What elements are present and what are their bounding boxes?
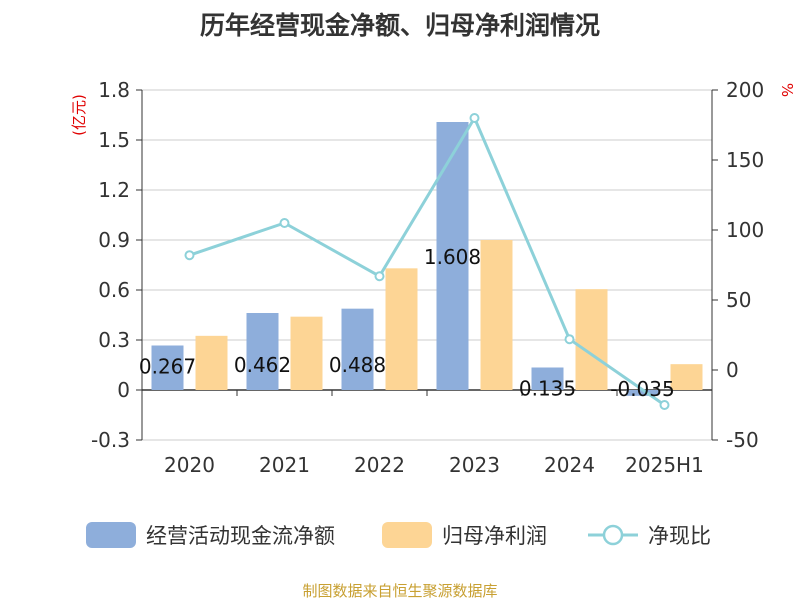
x-category-label: 2021 [259, 453, 310, 477]
ratio-line [184, 113, 670, 410]
left-tick-label: 1.2 [98, 178, 130, 202]
legend-label-ratio: 净现比 [648, 524, 711, 548]
left-tick-label: 0.3 [98, 328, 130, 352]
profit-bar [480, 240, 513, 390]
cashflow-bar [436, 122, 469, 390]
cashflow-bar [626, 390, 659, 396]
legend-label-profit: 归母净利润 [442, 524, 547, 548]
left-tick-label: 1.8 [98, 78, 130, 102]
legend-swatch-cashflow [86, 522, 136, 548]
legend-label-cashflow: 经营活动现金流净额 [146, 524, 335, 548]
cashflow-value-label: 0.488 [329, 353, 386, 377]
cashflow-value-label: 0.462 [234, 353, 291, 377]
x-axis-labels: 2020 2021 2022 2023 2024 2025H1 [164, 453, 704, 477]
ratio-point [564, 334, 575, 345]
profit-bar [195, 335, 228, 390]
ratio-point [659, 400, 670, 410]
bars [151, 122, 703, 396]
profit-bar [385, 268, 418, 390]
ratio-point [374, 271, 385, 282]
cashflow-value-label: 0.135 [519, 377, 576, 401]
cashflow-value-label: -0.035 [610, 377, 674, 401]
right-tick-label: 0 [726, 358, 739, 382]
x-category-label: 2025H1 [625, 453, 704, 477]
ratio-line-path [189, 116, 666, 407]
right-tick-label: 200 [726, 78, 764, 102]
right-tick-label: 50 [726, 288, 751, 312]
left-tick-label: 1.5 [98, 128, 130, 152]
x-category-label: 2023 [449, 453, 500, 477]
left-axis-ticks: 1.8 1.5 1.2 0.9 0.6 0.3 0 -0.3 [91, 78, 142, 452]
profit-bar [575, 289, 608, 390]
left-axis-unit: (亿元) [70, 94, 88, 136]
right-tick-label: 150 [726, 148, 764, 172]
axes [141, 90, 713, 440]
x-category-label: 2020 [164, 453, 215, 477]
left-tick-label: 0 [117, 378, 130, 402]
data-source-note: 制图数据来自恒生聚源数据库 [302, 582, 497, 600]
left-tick-label: -0.3 [91, 428, 130, 452]
left-tick-label: 0.6 [98, 278, 130, 302]
data-labels: 0.267 0.462 0.488 1.608 0.135 -0.035 [139, 245, 675, 401]
legend-swatch-profit [382, 522, 432, 548]
cashflow-value-label: 0.267 [139, 355, 196, 379]
profit-bar [670, 364, 703, 390]
cashflow-bar [151, 345, 184, 390]
right-tick-label: -50 [726, 428, 759, 452]
x-category-label: 2024 [544, 453, 595, 477]
cashflow-bar [246, 313, 279, 390]
right-axis-ticks: 200 150 100 50 0 -50 [712, 78, 764, 452]
profit-bar [290, 316, 323, 390]
x-category-label: 2022 [354, 453, 405, 477]
cashflow-value-label: 1.608 [424, 245, 481, 269]
ratio-point [184, 250, 195, 261]
legend-swatch-ratio-marker [602, 524, 624, 546]
ratio-point [469, 113, 480, 123]
cashflow-bar [341, 308, 374, 390]
chart-title: 历年经营现金净额、归母净利润情况 [200, 11, 600, 40]
legend: 经营活动现金流净额 归母净利润 净现比 [86, 522, 711, 548]
cashflow-bar [531, 367, 564, 390]
left-tick-label: 0.9 [98, 228, 130, 252]
right-tick-label: 100 [726, 218, 764, 242]
ratio-point [279, 218, 290, 228]
right-axis-unit: % [778, 83, 796, 97]
